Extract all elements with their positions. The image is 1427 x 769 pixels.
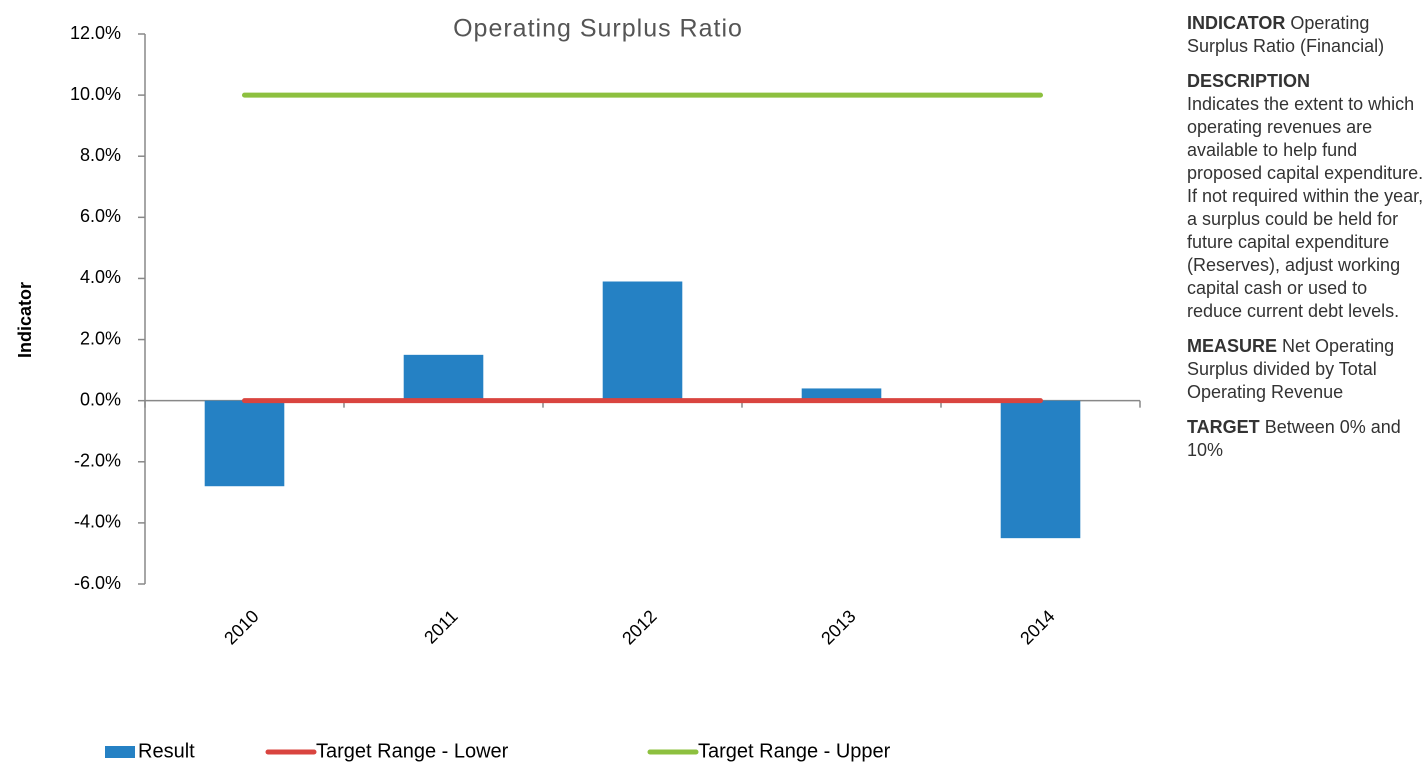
y-tick-label: 6.0% [80,206,121,226]
legend-label: Target Range - Upper [698,740,891,762]
y-tick-label: -6.0% [74,573,121,593]
legend-swatch [105,746,135,758]
panel-section: TARGET Between 0% and 10% [1187,416,1427,462]
x-tick-label: 2012 [618,606,660,648]
x-tick-label: 2010 [220,606,262,648]
legend-label: Result [138,740,195,762]
bar [1000,400,1081,539]
y-tick-label: 12.0% [70,23,121,43]
info-panel: INDICATOR Operating Surplus Ratio (Finan… [1187,12,1427,474]
panel-section: MEASURE Net Operating Surplus divided by… [1187,335,1427,404]
panel-heading: TARGET [1187,417,1260,437]
panel-section: DESCRIPTION Indicates the extent to which… [1187,70,1427,323]
x-tick-label: 2011 [420,606,462,648]
x-tick-label: 2014 [1016,606,1058,648]
chart: Operating Surplus Ratio Indicator -6.0% -… [15,15,1141,762]
x-tick-label: 2013 [817,606,859,648]
y-axis-label: Indicator [15,282,35,358]
panel-text: Between 0% and 10% [1187,417,1401,460]
panel-text: Net Operating Surplus divided by Total O… [1187,336,1395,402]
bar [602,281,683,401]
legend-label: Target Range - Lower [316,740,509,762]
y-tick-label: 4.0% [80,267,121,287]
panel-text: Operating Surplus Ratio (Financial) [1187,13,1385,56]
panel-heading: INDICATOR [1187,13,1286,33]
bar [403,354,484,401]
panel-section: INDICATOR Operating Surplus Ratio (Finan… [1187,12,1427,58]
bar [204,400,285,487]
y-tick-label: -2.0% [74,451,121,471]
panel-heading: MEASURE [1187,336,1278,356]
y-tick-label: 8.0% [80,145,121,165]
panel-text: Indicates the extent to which operating … [1187,94,1424,321]
chart-title: Operating Surplus Ratio [453,15,743,43]
y-tick-label: 10.0% [70,84,121,104]
y-tick-label: 2.0% [80,328,121,348]
y-tick-label: 0.0% [80,389,121,409]
y-tick-label: -4.0% [74,512,121,532]
bar [801,388,882,401]
panel-heading: DESCRIPTION [1187,71,1311,91]
